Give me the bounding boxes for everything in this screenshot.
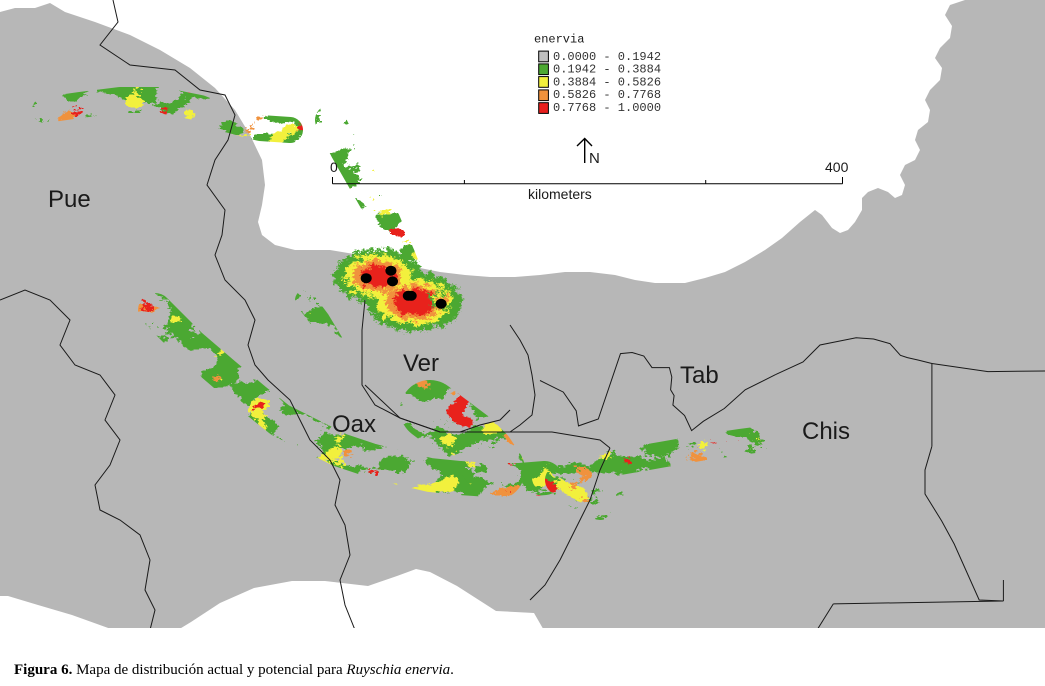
svg-text:Pue: Pue — [48, 186, 91, 213]
svg-text:kilometers: kilometers — [528, 186, 592, 202]
svg-text:0.7768 - 1.0000: 0.7768 - 1.0000 — [553, 101, 661, 115]
svg-text:400: 400 — [825, 159, 849, 175]
svg-text:Oax: Oax — [332, 411, 376, 438]
svg-text:Chis: Chis — [802, 418, 850, 445]
svg-text:0: 0 — [330, 159, 338, 175]
svg-text:enervia: enervia — [534, 33, 584, 47]
svg-text:Tab: Tab — [680, 362, 719, 389]
svg-text:Ver: Ver — [403, 350, 439, 377]
svg-text:N: N — [589, 150, 600, 167]
